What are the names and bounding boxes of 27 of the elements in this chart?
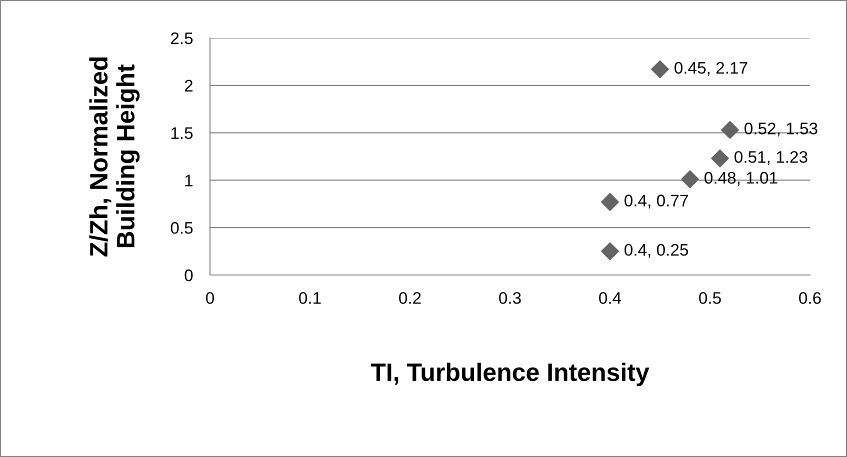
data-label: 0.48, 1.01: [704, 172, 778, 186]
y-tick-label: 1: [185, 174, 193, 186]
x-tick-label: 0: [206, 292, 214, 304]
data-label: 0.52, 1.53: [744, 122, 818, 136]
x-tick-label: 0.6: [799, 292, 821, 304]
data-label: 0.45, 2.17: [674, 62, 748, 76]
x-axis-title: TI, Turbulence Intensity: [370, 362, 650, 386]
point: [721, 121, 739, 139]
point: [651, 60, 669, 78]
data-label: 0.4, 0.25: [624, 244, 688, 258]
point: [711, 149, 729, 168]
y-tick-label: 0.5: [170, 222, 193, 234]
point: [601, 242, 619, 260]
x-tick-label: 0.3: [499, 292, 521, 304]
y-axis-title: Z/Zh, Normalized Building Height: [89, 57, 140, 256]
x-tick-label: 0.2: [399, 292, 421, 304]
y-tick-label: 0: [184, 269, 193, 282]
data-label: 0.51, 1.23: [734, 151, 808, 165]
x-tick-label: 0.1: [299, 292, 321, 304]
x-tick-label: 0.4: [599, 292, 622, 304]
data-label: 0.4, 0.77: [624, 194, 688, 208]
y-tick-label: 2: [184, 80, 192, 92]
y-tick-label: 2.5: [171, 32, 193, 44]
point: [681, 170, 699, 188]
y-tick-label: 1.5: [171, 127, 193, 140]
point: [601, 193, 619, 211]
x-tick-label: 0.5: [699, 292, 721, 304]
